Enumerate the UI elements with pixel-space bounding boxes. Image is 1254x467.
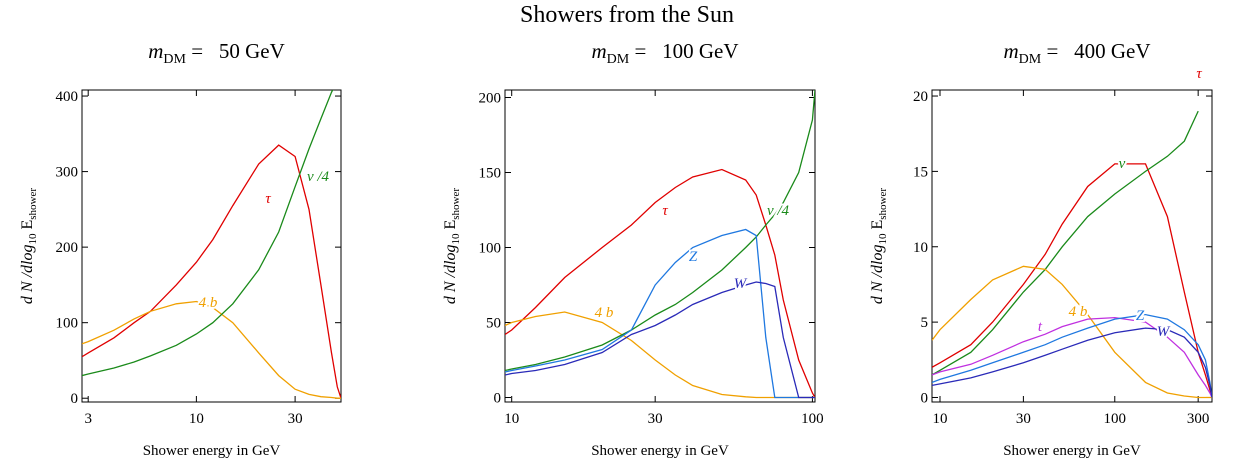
y-label-part: shower [27,188,39,220]
series-line [932,110,1199,376]
y-tick-label: 100 [56,316,79,332]
y-label-part: E [442,220,459,234]
series-label: W [1157,324,1171,340]
title-symbol: m [592,39,607,63]
y-tick-label: 5 [921,315,929,331]
panel [504,89,816,403]
series-label: Z [1136,308,1145,324]
series-label: 4 b [595,305,614,321]
y-label-part: E [869,220,886,234]
series-line [505,281,815,399]
y-tick-label: 10 [913,240,928,256]
title-subscript: DM [1019,52,1042,67]
series-line [932,316,1212,398]
x-axis-label: Shower energy in GeV [1003,443,1141,459]
x-tick-label: 30 [288,411,303,427]
series-label: 4 b [199,295,218,311]
series-label: ν /4 [767,203,790,219]
series-label: 4 b [1069,304,1088,320]
title-text: = 100 GeV [629,39,738,63]
y-axis-label: d N /dlog10 Eshower [869,188,889,304]
y-tick-label: 15 [913,164,928,180]
plot-frame [931,89,1213,403]
y-tick-label: 50 [486,316,501,332]
x-tick-label: 100 [1104,411,1127,427]
y-label-part: shower [877,188,889,220]
y-label-part: E [19,220,36,234]
x-tick-label: 30 [648,411,663,427]
series-label: ν /4 [307,169,330,185]
series-line [932,313,1212,398]
panel-title: mDM = 400 GeV [1004,39,1151,67]
title-symbol: m [148,39,163,63]
y-tick-label: 20 [913,89,928,105]
y-tick-label: 400 [56,89,79,105]
title-subscript: DM [163,52,186,67]
series-line [932,163,1212,398]
plot-frame [81,89,342,403]
y-label-part: 10 [450,233,462,245]
series-label: τ [662,203,668,219]
series-line [505,228,815,399]
x-tick-label: 30 [1016,411,1031,427]
y-label-part: 10 [877,233,889,245]
y-tick-label: 0 [71,391,79,407]
y-axis-label: d N /dlog10 Eshower [442,188,462,304]
title-text: = 400 GeV [1041,39,1150,63]
series-label: τ [1196,66,1202,82]
y-label-part: d N /dlog [869,245,886,305]
series-label: t [1038,319,1043,335]
series-line [932,327,1212,398]
panel-title: mDM = 50 GeV [148,39,284,67]
x-tick-label: 10 [504,411,519,427]
x-tick-label: 10 [189,411,204,427]
y-tick-label: 150 [479,166,502,182]
y-tick-label: 0 [921,390,929,406]
series-line [82,90,334,377]
figure-title: Showers from the Sun [520,2,734,28]
series-line [505,168,815,398]
y-label-part: d N /dlog [19,245,36,305]
x-axis-label: Shower energy in GeV [143,443,281,459]
panel-title: mDM = 100 GeV [592,39,739,67]
y-tick-label: 200 [479,91,502,107]
series-label: Z [689,249,698,265]
x-axis-label: Shower energy in GeV [591,443,729,459]
x-tick-label: 3 [84,411,92,427]
x-tick-label: 300 [1187,411,1210,427]
series-line [505,90,815,372]
y-tick-label: 300 [56,165,79,181]
series-line [82,144,341,399]
series-label: ν [1119,156,1126,172]
x-tick-label: 100 [801,411,824,427]
title-text: = 50 GeV [186,39,285,63]
plot-frame [504,89,816,403]
y-label-part: 10 [27,233,39,245]
panel [81,89,342,403]
y-tick-label: 100 [479,241,502,257]
y-tick-label: 0 [494,391,502,407]
y-tick-label: 200 [56,240,79,256]
y-label-part: shower [450,188,462,220]
x-tick-label: 10 [932,411,947,427]
y-axis-label: d N /dlog10 Eshower [19,188,39,304]
series-label: W [734,276,748,292]
y-label-part: d N /dlog [442,245,459,305]
series-line [932,265,1212,399]
title-symbol: m [1004,39,1019,63]
title-subscript: DM [607,52,630,67]
series-label: τ [265,191,271,207]
panel [931,89,1213,403]
series-line [82,300,341,399]
